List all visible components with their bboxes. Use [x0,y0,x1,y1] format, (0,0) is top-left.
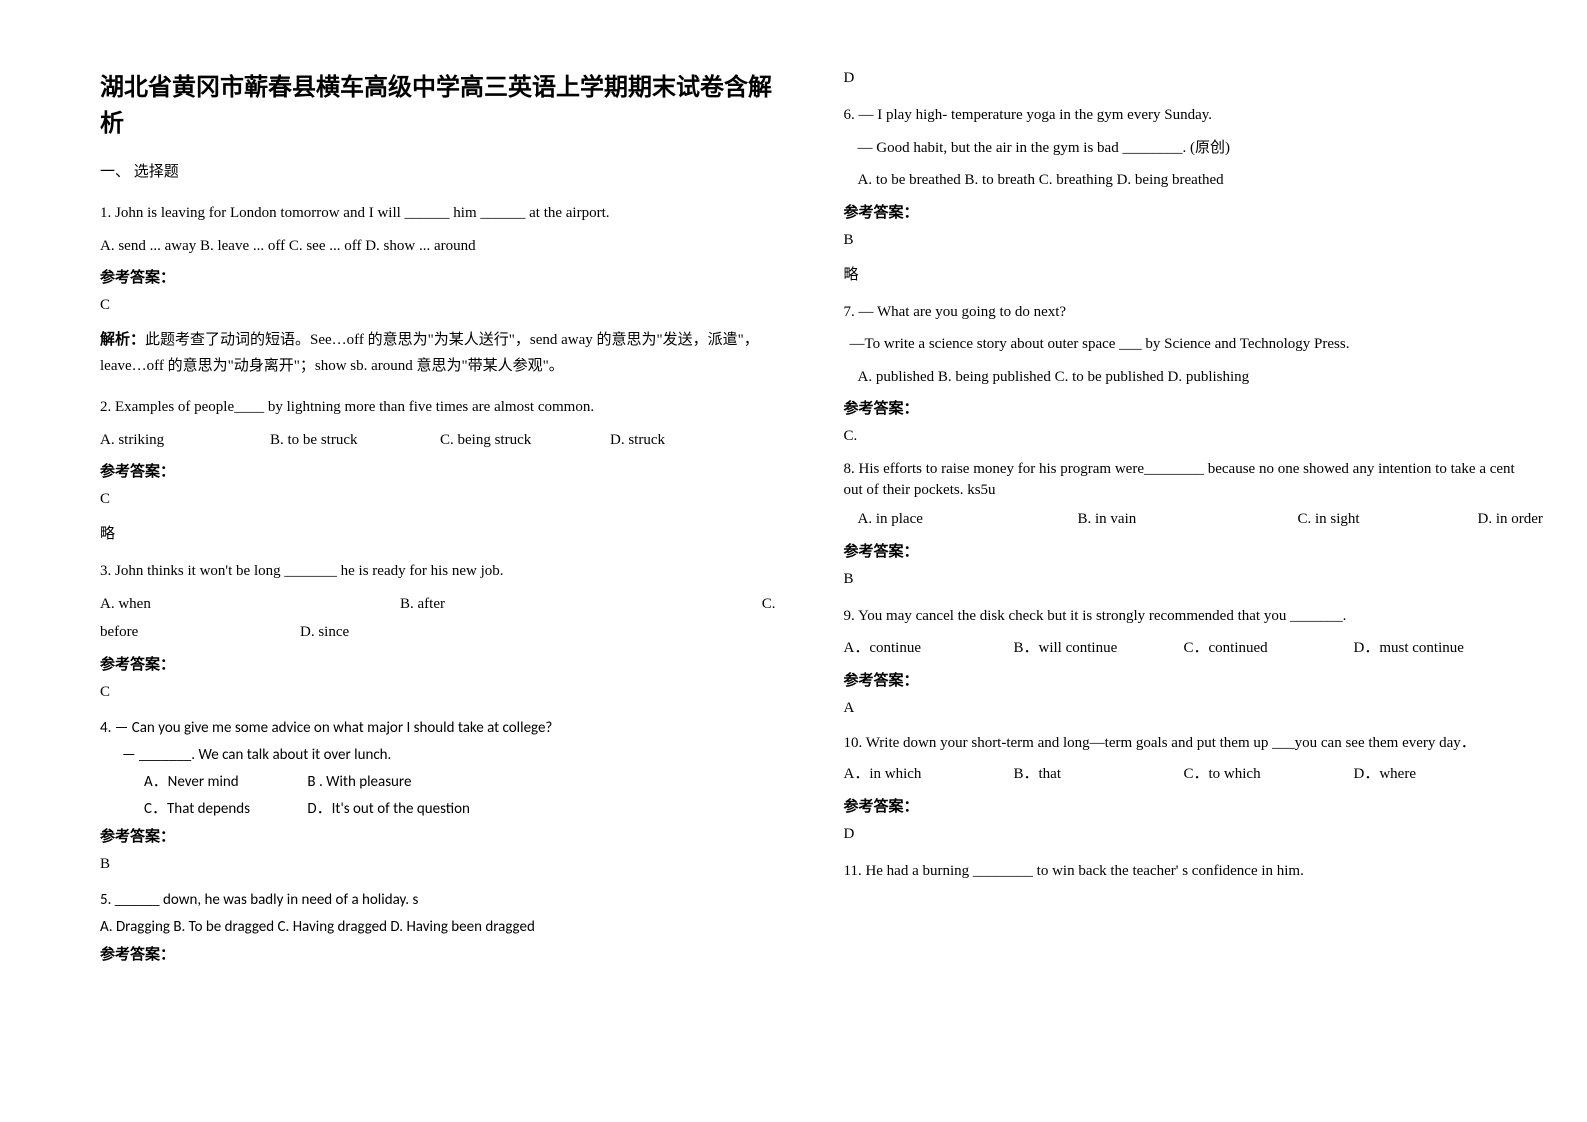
option-c-word: before [100,618,300,647]
question-5: 5. ______ down, he was badly in need of … [100,887,784,964]
question-options: A. send ... away B. leave ... off C. see… [100,232,784,261]
answer-label: 参考答案： [844,397,1528,418]
question-line2: — Good habit, but the air in the gym is … [858,134,1528,163]
answer-value: C [100,684,784,701]
right-column: D 6. — I play high- temperature yoga in … [844,70,1528,978]
note: 略 [844,263,1528,284]
document-title: 湖北省黄冈市蕲春县横车高级中学高三英语上学期期末试卷含解析 [100,70,784,142]
option-a: A. in place [858,505,1078,534]
question-stem: 1. John is leaving for London tomorrow a… [100,199,784,228]
option-a: A. striking [100,426,270,455]
question-6: 6. — I play high- temperature yoga in th… [844,101,1528,284]
option-b: B. after [400,590,650,619]
option-c-prefix: C. [650,590,784,619]
answer-label: 参考答案： [100,460,784,481]
option-d: D．where [1354,760,1528,789]
answer-label: 参考答案： [844,201,1528,222]
question-options-row2: C．That depends D．It's out of the questio… [144,796,784,823]
question-stem: 6. — I play high- temperature yoga in th… [844,101,1528,130]
answer-value: B [844,571,1528,588]
question-stem: 7. — What are you going to do next? [844,298,1528,327]
question-7: 7. — What are you going to do next? —To … [844,298,1528,446]
left-column: 湖北省黄冈市蕲春县横车高级中学高三英语上学期期末试卷含解析 一、 选择题 1. … [100,70,784,978]
explanation: 解析：此题考查了动词的短语。See…off 的意思为"为某人送行"，send a… [100,328,784,379]
q5-answer-value: D [844,70,1528,87]
option-a: A．Never mind [144,769,304,796]
option-c: C．continued [1184,634,1354,663]
question-options-row2: before D. since [100,618,784,647]
question-options-row1: A．Never mind B . With pleasure [144,769,784,796]
question-options: A. Dragging B. To be dragged C. Having d… [100,914,784,941]
question-stem: 8. His efforts to raise money for his pr… [844,459,1528,501]
question-8: 8. His efforts to raise money for his pr… [844,459,1528,588]
question-11: 11. He had a burning ________ to win bac… [844,857,1528,886]
question-options: A. published B. being published C. to be… [858,363,1528,392]
option-b: B. in vain [1078,505,1298,534]
question-options: A. in place B. in vain C. in sight D. in… [858,505,1528,534]
answer-value: C [100,297,784,314]
answer-value: D [844,826,1528,843]
question-10: 10. Write down your short-term and long—… [844,731,1528,843]
question-options: A. striking B. to be struck C. being str… [100,426,784,455]
question-options: A. to be breathed B. to breath C. breath… [858,166,1528,195]
section-heading: 一、 选择题 [100,160,784,181]
answer-value: B [100,856,784,873]
answer-label: 参考答案： [844,540,1528,561]
answer-value: C. [844,428,1528,445]
answer-label: 参考答案： [100,653,784,674]
answer-label: 参考答案： [100,266,784,287]
option-d: D．must continue [1354,634,1528,663]
question-stem: 3. John thinks it won't be long _______ … [100,557,784,586]
option-d: D．It's out of the question [307,800,470,818]
answer-label: 参考答案： [100,825,784,846]
answer-value: B [844,232,1528,249]
question-stem: 4. — Can you give me some advice on what… [100,715,784,742]
option-a: A．in which [844,760,1014,789]
question-options-row1: A. when B. after C. [100,590,784,619]
answer-value: A [844,700,1528,717]
option-b: B．that [1014,760,1184,789]
question-9: 9. You may cancel the disk check but it … [844,602,1528,717]
answer-value: C [100,491,784,508]
explanation-label: 解析： [100,332,145,348]
question-line2: — _______. We can talk about it over lun… [122,742,784,769]
question-options: A．in which B．that C．to which D．where [844,760,1528,789]
option-c: C．to which [1184,760,1354,789]
answer-label: 参考答案： [844,669,1528,690]
question-stem: 11. He had a burning ________ to win bac… [844,857,1528,886]
question-stem: 10. Write down your short-term and long—… [844,731,1528,757]
option-c: C．That depends [144,796,304,823]
option-b: B . With pleasure [307,773,411,791]
option-c: C. being struck [440,426,610,455]
option-c: C. in sight [1298,505,1478,534]
question-2: 2. Examples of people____ by lightning m… [100,393,784,543]
answer-label: 参考答案： [844,795,1528,816]
page: 湖北省黄冈市蕲春县横车高级中学高三英语上学期期末试卷含解析 一、 选择题 1. … [0,0,1587,1018]
question-1: 1. John is leaving for London tomorrow a… [100,199,784,379]
answer-label: 参考答案： [100,943,784,964]
explanation-text: 此题考查了动词的短语。See…off 的意思为"为某人送行"，send away… [100,332,759,374]
question-line2: —To write a science story about outer sp… [850,330,1528,359]
option-b: B. to be struck [270,426,440,455]
question-stem: 9. You may cancel the disk check but it … [844,602,1528,631]
option-d: D. since [300,618,784,647]
note: 略 [100,522,784,543]
question-stem: 5. ______ down, he was badly in need of … [100,887,784,914]
option-a: A. when [100,590,400,619]
option-a: A．continue [844,634,1014,663]
option-b: B．will continue [1014,634,1184,663]
option-d: D. struck [610,426,784,455]
question-4: 4. — Can you give me some advice on what… [100,715,784,873]
option-d: D. in order [1478,505,1543,534]
question-options: A．continue B．will continue C．continued D… [844,634,1528,663]
question-stem: 2. Examples of people____ by lightning m… [100,393,784,422]
question-3: 3. John thinks it won't be long _______ … [100,557,784,701]
